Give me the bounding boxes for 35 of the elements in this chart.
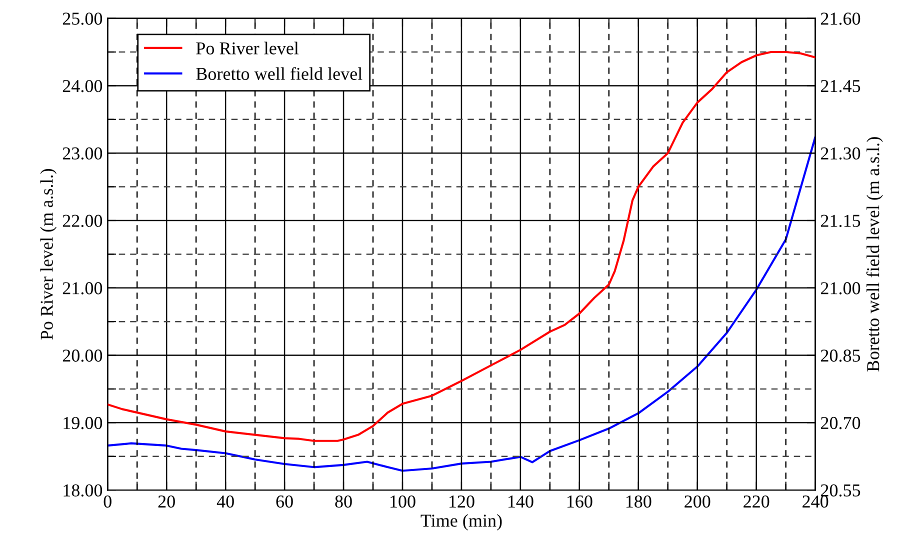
x-tick-label: 140: [508, 495, 534, 508]
y2-tick-label: 21.00: [820, 282, 860, 294]
x-tick-label: 180: [626, 495, 652, 508]
y-tick-label: 18.00: [64, 484, 102, 497]
y2-tick-label: 21.30: [820, 147, 860, 160]
x-tick-label: 40: [216, 495, 234, 508]
y2-axis-title: Boretto well field level (m a.s.l.): [866, 137, 883, 372]
y-tick-label: 20.00: [62, 350, 102, 362]
x-tick-label: 240: [802, 495, 828, 508]
x-tick-label: 80: [335, 495, 352, 508]
legend-label: Boretto well field level: [196, 67, 362, 80]
y2-tick-label: 21.60: [820, 12, 860, 25]
y-tick-label: 25.00: [62, 12, 102, 25]
x-tick-label: 0: [104, 495, 112, 508]
x-tick-label: 160: [567, 495, 592, 508]
x-tick-label: 60: [276, 495, 293, 508]
y2-tick-label: 21.15: [820, 214, 860, 228]
x-tick-label: 120: [450, 495, 474, 508]
y-tick-label: 22.00: [62, 214, 102, 228]
y2-tick-label: 21.45: [820, 80, 860, 92]
y-tick-label: 23.00: [62, 147, 102, 160]
y-tick-label: 21.00: [62, 282, 102, 294]
y-axis-title: Po River level (m a.s.l.): [40, 168, 57, 340]
x-tick-label: 20: [158, 495, 175, 508]
x-axis-title: Time (min): [420, 514, 502, 530]
x-tick-label: 220: [744, 495, 770, 508]
x-tick-label: 100: [390, 495, 416, 508]
y2-tick-label: 20.85: [820, 350, 860, 362]
y-tick-label: 19.00: [64, 416, 102, 430]
y-tick-label: 24.00: [62, 80, 102, 92]
x-tick-label: 200: [684, 495, 710, 508]
y2-tick-label: 20.55: [820, 484, 860, 497]
legend-label: Po River level: [196, 42, 299, 54]
y2-tick-label: 20.70: [820, 416, 860, 430]
line-series: [108, 136, 816, 472]
